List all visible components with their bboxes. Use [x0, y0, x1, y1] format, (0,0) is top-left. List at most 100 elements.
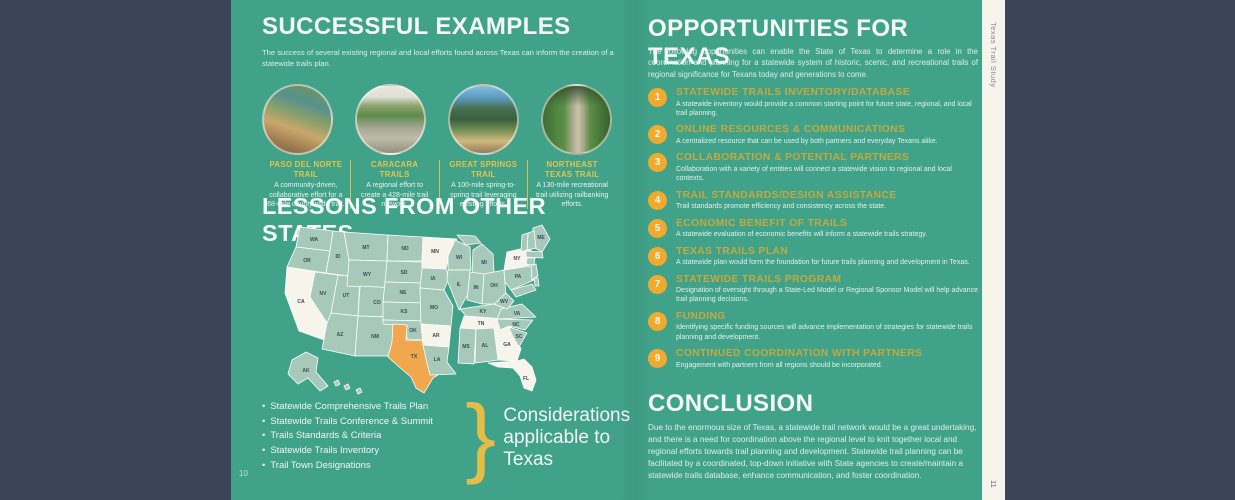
opportunity-description: Trail standards promote efficiency and c… — [676, 203, 887, 211]
opportunities-heading: OPPORTUNITIES FOR TEXAS — [648, 15, 909, 70]
conclusion-text: Due to the enormous size of Texas, a sta… — [648, 423, 977, 480]
lessons-summary-row: Statewide Comprehensive Trails Plan Stat… — [262, 392, 643, 480]
trail-title: GREAT SPRINGS TRAIL — [449, 160, 518, 179]
state-label-IN: IN — [474, 285, 479, 291]
opportunity-body: FUNDING Identifying specific funding sou… — [676, 311, 978, 342]
lesson-bullet: Trail Town Designations — [262, 459, 454, 474]
opportunity-number-badge: 2 — [648, 125, 667, 145]
state-label-SC: SC — [516, 334, 523, 340]
opportunity-item: 4 TRAIL STANDARDS/DESIGN ASSISTANCE Trai… — [648, 190, 978, 212]
state-label-MS: MS — [462, 344, 470, 350]
us-states-map: WA OR ID MT CA NV UT WY CO AZ NM ND SD NE KS OK TX MN IA MO… — [270, 220, 562, 398]
state-label-CO: CO — [373, 300, 381, 306]
opportunity-number-badge: 4 — [648, 190, 667, 210]
trail-captions-row: PASO DEL NORTE TRAIL A community-driven,… — [262, 160, 616, 209]
opportunity-item: 8 FUNDING Identifying specific funding s… — [648, 311, 978, 342]
state-label-TN: TN — [478, 321, 485, 327]
opportunity-title: ONLINE RESOURCES & COMMUNICATIONS — [676, 124, 906, 136]
opportunity-body: ECONOMIC BENEFIT OF TRAILS A statewide e… — [676, 218, 927, 240]
state-label-AZ: AZ — [337, 332, 344, 338]
opportunity-item: 3 COLLABORATION & POTENTIAL PARTNERS Col… — [648, 152, 978, 183]
opportunity-item: 2 ONLINE RESOURCES & COMMUNICATIONS A ce… — [648, 124, 978, 146]
opportunity-number-badge: 8 — [648, 311, 667, 331]
state-HI — [333, 379, 341, 387]
state-CT — [525, 257, 536, 266]
state-label-VA: VA — [514, 311, 521, 317]
opportunity-title: TEXAS TRAILS PLAN — [676, 245, 789, 257]
trail-description: A 130-mile recreational trail utilizing … — [535, 182, 609, 208]
state-label-CA: CA — [297, 299, 305, 305]
opportunity-number-badge: 3 — [648, 153, 667, 173]
opportunity-number-badge: 9 — [648, 349, 667, 369]
state-label-WI: WI — [456, 255, 463, 261]
state-label-ME: ME — [537, 235, 545, 241]
state-label-AK: AK — [302, 368, 310, 374]
opportunity-description: Identifying specific funding sources wil… — [676, 324, 973, 341]
opportunity-body: TEXAS TRAILS PLAN A statewide plan would… — [676, 246, 970, 268]
opportunity-description: A centralized resource that can be used … — [676, 137, 938, 145]
state-label-FL: FL — [523, 376, 529, 382]
trail-photos-row — [262, 84, 612, 155]
state-label-MT: MT — [362, 245, 369, 251]
state-label-KS: KS — [401, 309, 409, 315]
opportunity-title: CONTINUED COORDINATION WITH PARTNERS — [676, 348, 923, 360]
state-MA — [525, 250, 544, 259]
state-IA — [419, 267, 450, 291]
state-FL — [487, 358, 537, 392]
page-number-left: 10 — [239, 469, 248, 478]
opportunity-description: Designation of oversight through a State… — [676, 287, 978, 304]
opportunity-title: STATEWIDE TRAILS PROGRAM — [676, 273, 842, 285]
state-label-WA: WA — [310, 237, 318, 243]
right-margin-band — [1005, 0, 1235, 500]
lesson-bullet: Trails Standards & Criteria — [262, 429, 454, 444]
state-label-MI: MI — [481, 260, 487, 266]
trail-caption: PASO DEL NORTE TRAIL A community-driven,… — [262, 160, 350, 209]
state-HI — [355, 387, 363, 395]
opportunity-body: TRAIL STANDARDS/DESIGN ASSISTANCE Trail … — [676, 190, 896, 212]
opportunity-number-badge: 6 — [648, 246, 667, 266]
state-label-AL: AL — [482, 343, 489, 349]
opportunity-title: COLLABORATION & POTENTIAL PARTNERS — [676, 152, 910, 164]
page-number-right: 11 — [989, 480, 998, 488]
opportunity-body: CONTINUED COORDINATION WITH PARTNERS Eng… — [676, 348, 922, 370]
opportunity-number-badge: 7 — [648, 274, 667, 294]
state-IL — [446, 269, 471, 311]
state-label-NE: NE — [400, 290, 408, 296]
opportunity-body: STATEWIDE TRAILS INVENTORY/DATABASE A st… — [676, 87, 978, 118]
state-label-NM: NM — [371, 334, 379, 340]
great-springs-trail-photo — [448, 84, 519, 155]
state-label-WV: WV — [500, 299, 509, 305]
state-DE — [533, 277, 540, 287]
state-label-MO: MO — [430, 305, 438, 311]
opportunity-title: ECONOMIC BENEFIT OF TRAILS — [676, 217, 848, 229]
state-label-TX: TX — [411, 354, 418, 360]
opportunity-item: 9 CONTINUED COORDINATION WITH PARTNERS E… — [648, 348, 978, 370]
state-label-IA: IA — [431, 276, 436, 282]
caracara-trails-photo — [355, 84, 426, 155]
trail-description: A regional effort to create a 428-mile t… — [360, 182, 429, 208]
lessons-bullet-list: Statewide Comprehensive Trails Plan Stat… — [262, 400, 454, 474]
opportunity-item: 1 STATEWIDE TRAILS INVENTORY/DATABASE A … — [648, 87, 978, 118]
examples-intro-text: The success of several existing regional… — [262, 48, 614, 68]
state-SC — [508, 326, 528, 348]
trail-caption: GREAT SPRINGS TRAIL A 100-mile spring-to… — [438, 160, 528, 209]
opportunity-description: Engagement with partners from all region… — [676, 361, 883, 369]
page-left: SUCCESSFUL EXAMPLES The success of sever… — [239, 0, 630, 500]
trail-title: PASO DEL NORTE TRAIL — [269, 160, 343, 179]
page-right: OPPORTUNITIES FOR TEXAS The following op… — [648, 0, 978, 500]
edge-tab-strip: Texas Trail Study 11 — [982, 0, 1005, 500]
state-label-WY: WY — [363, 272, 372, 278]
trail-title: CARACARA TRAILS — [370, 160, 419, 179]
opportunities-intro-text: The following opportunities can enable t… — [648, 47, 978, 79]
state-label-AR: AR — [432, 333, 440, 339]
trail-description: A community-driven, collaborative effort… — [267, 182, 345, 208]
opportunity-item: 6 TEXAS TRAILS PLAN A statewide plan wou… — [648, 246, 978, 268]
state-label-OK: OK — [409, 328, 417, 334]
state-label-NC: NC — [512, 322, 520, 328]
opportunities-list: 1 STATEWIDE TRAILS INVENTORY/DATABASE A … — [648, 87, 978, 376]
opportunity-title: TRAIL STANDARDS/DESIGN ASSISTANCE — [676, 189, 897, 201]
paso-del-norte-trail-photo — [262, 84, 333, 155]
state-AK — [287, 351, 329, 392]
conclusion-heading: CONCLUSION — [648, 390, 814, 417]
